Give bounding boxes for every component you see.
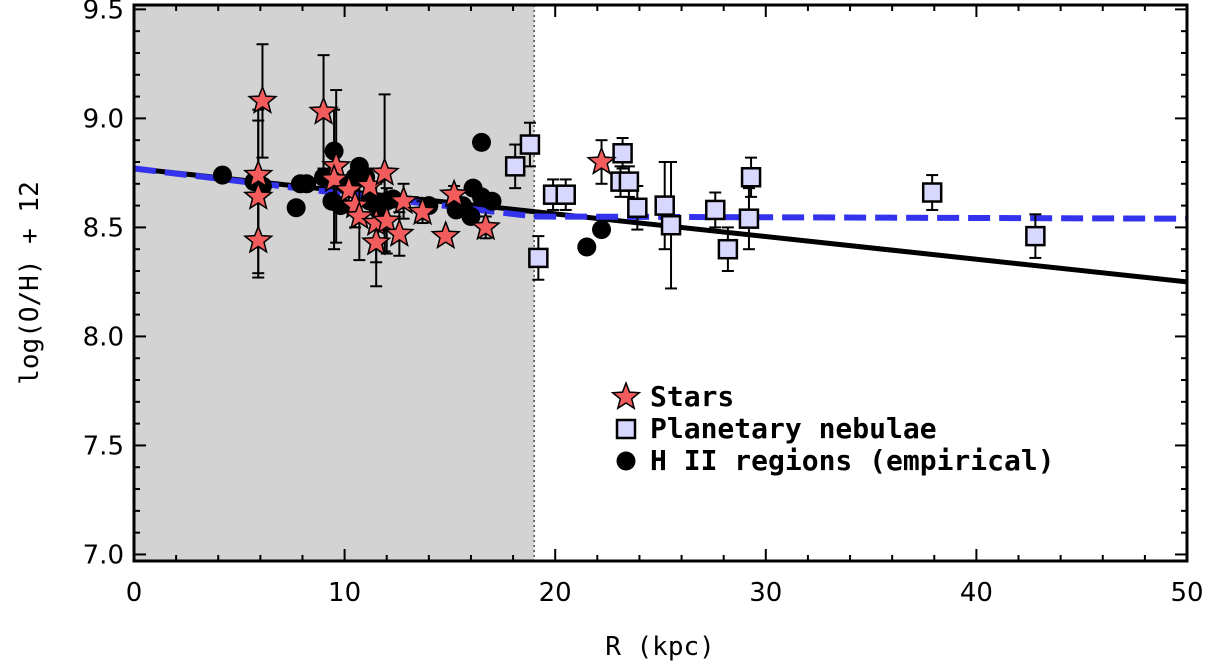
data-point-star bbox=[407, 195, 438, 226]
data-point-circle bbox=[471, 132, 491, 152]
data-point-star bbox=[586, 145, 617, 175]
data-point-square bbox=[504, 156, 526, 177]
x-axis-label: R (kpc) bbox=[605, 632, 715, 662]
y-tick-label: 7.0 bbox=[83, 540, 124, 570]
data-point-circle bbox=[577, 237, 597, 257]
data-point-star bbox=[242, 180, 274, 210]
data-point-star bbox=[369, 156, 400, 186]
data-point-square bbox=[738, 208, 760, 229]
x-tick-label: 40 bbox=[960, 578, 993, 608]
data-point-square bbox=[555, 184, 576, 205]
data-point-circle bbox=[297, 174, 317, 194]
legend-label: Planetary nebulae bbox=[650, 412, 937, 445]
data-point-star bbox=[247, 84, 278, 115]
shaded-region bbox=[134, 5, 535, 561]
data-point-circle bbox=[461, 206, 481, 226]
data-point-square bbox=[921, 182, 943, 203]
legend-marker-square bbox=[615, 418, 637, 440]
y-tick-label: 7.5 bbox=[83, 431, 124, 461]
plot-frame bbox=[132, 3, 1189, 563]
y-tick-label: 8.0 bbox=[83, 322, 124, 352]
y-axis-label: log(O/H) + 12 bbox=[15, 181, 45, 385]
data-point-star bbox=[333, 174, 365, 204]
data-point-circle bbox=[212, 165, 232, 185]
data-point-square bbox=[618, 171, 640, 192]
shaded-region-layer bbox=[134, 5, 535, 561]
data-point-star bbox=[388, 185, 419, 215]
data-point-star bbox=[384, 217, 415, 248]
data-points-layer bbox=[212, 84, 1046, 269]
y-tick-label: 8.5 bbox=[83, 213, 124, 243]
data-point-star bbox=[470, 211, 501, 241]
legend-label: H II regions (empirical) bbox=[650, 444, 1055, 477]
data-point-square bbox=[612, 143, 633, 164]
x-tick-label: 20 bbox=[539, 578, 572, 608]
data-point-square bbox=[740, 167, 762, 188]
data-point-star bbox=[371, 204, 402, 234]
data-point-star bbox=[430, 219, 461, 250]
data-point-star bbox=[344, 200, 375, 230]
x-tick-label: 0 bbox=[126, 578, 143, 608]
data-point-star bbox=[360, 226, 392, 256]
legend-label: Stars bbox=[650, 380, 734, 413]
legend-marker-star bbox=[610, 380, 642, 410]
y-tick-label: 9.5 bbox=[83, 0, 124, 25]
data-point-square bbox=[528, 247, 549, 269]
data-point-square bbox=[660, 214, 682, 236]
x-tick-label: 10 bbox=[328, 578, 361, 608]
tick-labels-layer: 0 10 20 30 40 50 7.0 7.5 8.0 8.5 9.0 9.5 bbox=[83, 0, 1204, 608]
data-point-square bbox=[705, 199, 726, 221]
x-tick-label: 50 bbox=[1170, 578, 1203, 608]
data-point-square bbox=[717, 238, 739, 260]
data-point-square bbox=[654, 195, 675, 216]
x-tick-label: 30 bbox=[749, 578, 782, 608]
data-point-circle bbox=[592, 220, 612, 240]
y-tick-label: 9.0 bbox=[83, 104, 124, 134]
data-point-square bbox=[627, 197, 648, 219]
data-point-star bbox=[438, 178, 470, 208]
data-point-star bbox=[242, 224, 274, 254]
data-point-square bbox=[519, 134, 541, 155]
data-point-circle bbox=[482, 191, 502, 211]
data-point-square bbox=[1025, 225, 1046, 247]
data-point-circle bbox=[324, 141, 344, 161]
data-point-star bbox=[308, 95, 339, 125]
legend-marker-circle bbox=[616, 451, 636, 471]
data-point-circle bbox=[286, 198, 306, 218]
